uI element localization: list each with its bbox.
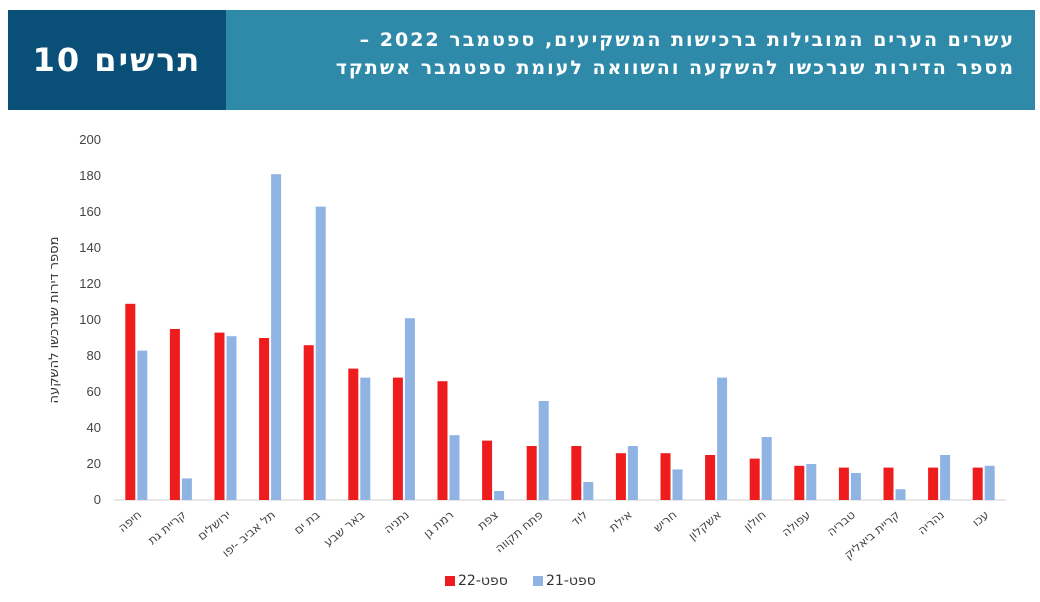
bar-sep22 <box>660 453 671 500</box>
y-tick-label: 120 <box>79 276 101 291</box>
bar-sep22 <box>749 458 760 500</box>
x-tick-label: עפולה <box>779 508 813 540</box>
x-tick-label: טבריה <box>824 507 858 538</box>
bar-sep22 <box>214 332 225 500</box>
bar-sep22 <box>794 465 805 500</box>
bar-sep22 <box>482 440 493 500</box>
y-tick-label: 160 <box>79 204 101 219</box>
bar-sep21 <box>761 437 772 500</box>
bar-sep22 <box>526 446 537 500</box>
y-tick-label: 80 <box>87 348 101 363</box>
x-tick-label: חולון <box>741 508 769 534</box>
x-tick-label: רמת גן <box>421 508 457 541</box>
bar-sep21 <box>672 469 683 500</box>
x-tick-label: בת ים <box>291 508 322 538</box>
bar-sep21 <box>895 489 906 500</box>
x-tick-label: נהריה <box>915 508 947 538</box>
legend-label-sep22: ספט-22 <box>458 573 508 589</box>
x-tick-label: חריש <box>651 508 680 535</box>
x-tick-label: אילת <box>606 508 634 535</box>
y-axis-label: מספר דירות שנרכשו להשקעה <box>47 237 62 404</box>
bar-sep22 <box>259 338 270 500</box>
bar-sep21 <box>538 401 549 500</box>
bar-sep21 <box>315 206 326 500</box>
bar-sep21 <box>940 455 951 500</box>
bar-sep22 <box>303 345 314 500</box>
y-tick-label: 180 <box>79 168 101 183</box>
bar-sep22 <box>615 453 626 500</box>
bar-sep22 <box>972 467 983 500</box>
bar-sep21 <box>627 446 638 500</box>
x-tick-label: אשקלון <box>686 508 724 543</box>
bar-sep21 <box>360 377 371 500</box>
x-tick-label: חיפה <box>115 508 144 535</box>
y-tick-label: 200 <box>79 132 101 147</box>
bar-sep22 <box>169 329 180 500</box>
bar-sep22 <box>705 455 716 500</box>
x-tick-label: ירושלים <box>195 508 234 544</box>
y-tick-label: 100 <box>79 312 101 327</box>
bar-sep21 <box>271 174 282 500</box>
y-tick-label: 140 <box>79 240 101 255</box>
x-tick-label: צפת <box>475 508 501 533</box>
x-tick-label: פתח תקווה <box>492 508 545 556</box>
bar-sep22 <box>883 467 894 500</box>
bar-sep22 <box>928 467 939 500</box>
bar-sep21 <box>137 350 148 500</box>
x-tick-label: נתניה <box>381 508 411 537</box>
y-tick-label: 0 <box>94 492 101 507</box>
x-tick-label: באר שבע <box>321 508 367 550</box>
bar-sep21 <box>806 464 817 500</box>
bar-sep21 <box>181 478 192 500</box>
title-line-2: מספר הדירות שנרכשו להשקעה והשוואה לעומת … <box>335 57 1015 79</box>
legend-swatch-sep21 <box>533 576 543 586</box>
bar-sep21 <box>404 318 415 500</box>
bar-sep22 <box>437 381 448 500</box>
y-tick-label: 40 <box>87 420 101 435</box>
chart-title: עשרים הערים המובילות ברכישות המשקיעים, ס… <box>226 10 1035 110</box>
x-tick-label: קריית גת <box>145 508 189 548</box>
x-tick-label: עכו <box>969 508 991 530</box>
title-line-1: עשרים הערים המובילות ברכישות המשקיעים, ס… <box>359 29 1015 51</box>
bar-sep21 <box>984 465 995 500</box>
legend-swatch-sep22 <box>445 576 455 586</box>
x-tick-label: לוד <box>568 508 590 529</box>
bar-sep21 <box>226 336 237 500</box>
bar-sep21 <box>583 482 594 500</box>
bar-sep22 <box>125 303 136 500</box>
figure-label: תרשים 10 <box>8 10 226 110</box>
bar-sep22 <box>348 368 359 500</box>
header-banner: תרשים 10 עשרים הערים המובילות ברכישות המ… <box>8 10 1035 110</box>
y-tick-label: 20 <box>87 456 101 471</box>
bar-sep22 <box>392 377 403 500</box>
legend-label-sep21: ספט-21 <box>546 573 596 589</box>
bar-sep21 <box>850 473 861 500</box>
bar-sep21 <box>494 491 505 500</box>
y-tick-label: 60 <box>87 384 101 399</box>
bar-sep21 <box>449 435 460 500</box>
bar-sep22 <box>838 467 849 500</box>
bar-sep21 <box>717 377 728 500</box>
bar-sep22 <box>571 446 582 500</box>
